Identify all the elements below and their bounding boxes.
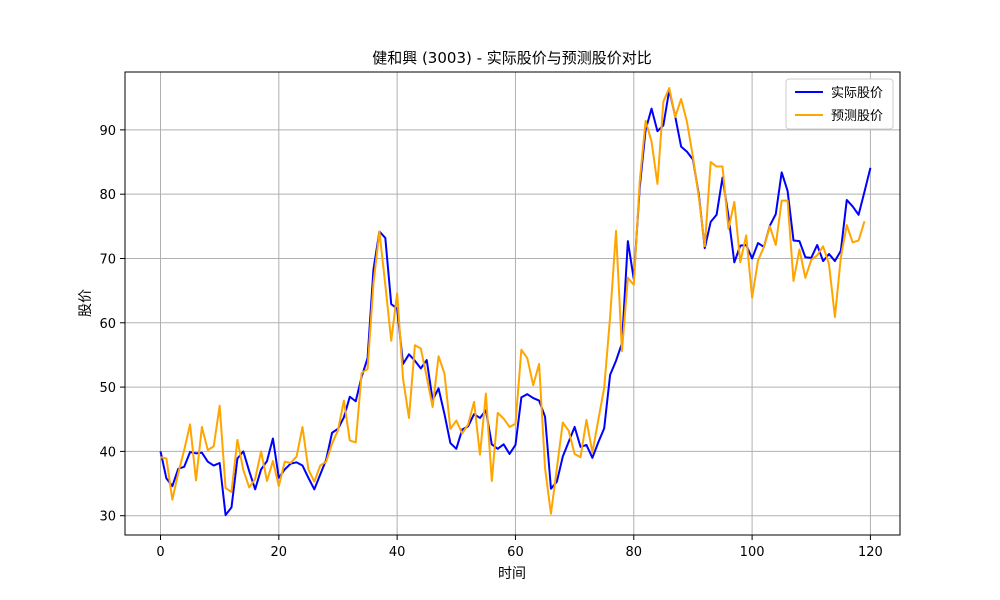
x-tick-label: 120 bbox=[858, 545, 883, 560]
series-line-actual bbox=[159, 89, 872, 517]
x-tick-label: 20 bbox=[271, 545, 288, 560]
x-tick-label: 0 bbox=[156, 545, 164, 560]
ticks: 0 20 40 60 80 100 120 30 40 50 60 70 80 90 bbox=[99, 124, 882, 560]
y-tick-label: 50 bbox=[99, 381, 116, 396]
legend-label-predicted: 预测股价 bbox=[831, 109, 883, 124]
legend-label-actual: 实际股价 bbox=[831, 86, 883, 101]
chart-title: 健和興 (3003) - 实际股价与预测股价对比 bbox=[372, 49, 652, 67]
y-tick-label: 60 bbox=[99, 317, 116, 332]
y-tick-label: 90 bbox=[99, 124, 116, 139]
x-axis-label: 时间 bbox=[498, 566, 526, 582]
y-tick-label: 40 bbox=[99, 445, 116, 460]
x-tick-label: 40 bbox=[389, 545, 406, 560]
y-axis-label: 股价 bbox=[78, 289, 94, 317]
x-tick-label: 80 bbox=[626, 545, 643, 560]
series-line-predicted bbox=[160, 87, 866, 515]
legend: 实际股价 预测股价 bbox=[785, 78, 894, 130]
y-tick-label: 70 bbox=[99, 252, 116, 267]
x-tick-label: 100 bbox=[740, 545, 765, 560]
series-layer bbox=[159, 87, 872, 517]
x-tick-label: 60 bbox=[507, 545, 524, 560]
y-tick-label: 30 bbox=[99, 510, 116, 525]
plot-frame bbox=[124, 71, 901, 536]
y-tick-label: 80 bbox=[99, 188, 116, 203]
